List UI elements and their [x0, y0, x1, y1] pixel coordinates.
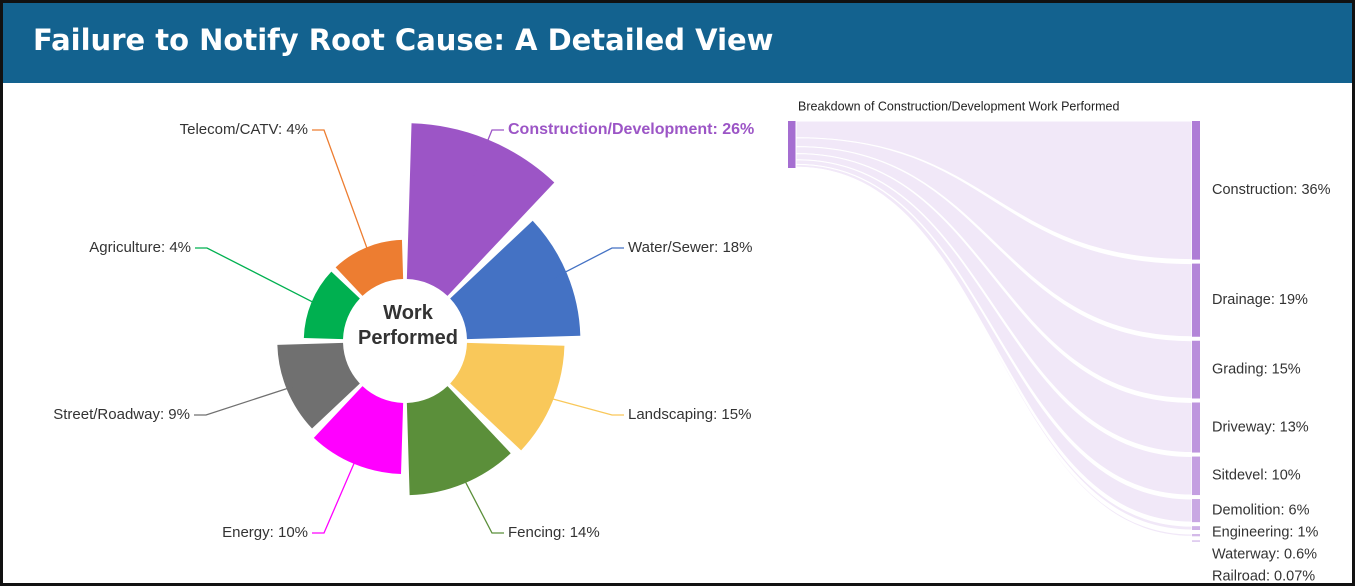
segment-label: Telecom/CATV: 4% — [180, 121, 308, 138]
sankey-target — [1192, 534, 1200, 537]
rose-segment — [277, 342, 360, 429]
segment-label: Water/Sewer: 18% — [628, 239, 753, 256]
charts: Construction/Development: 26% Water/Sewer… — [53, 99, 1331, 583]
sankey-target — [1192, 499, 1200, 523]
leader-line — [529, 392, 624, 416]
sankey-target — [1192, 526, 1200, 530]
header-title: Failure to Notify Root Cause: A Detailed… — [33, 23, 774, 57]
leader-line — [312, 447, 362, 534]
target-label: Construction: 36% — [1212, 182, 1331, 198]
sankey-target — [1192, 121, 1200, 260]
segment-label: Energy: 10% — [222, 524, 308, 541]
sankey-target — [1192, 340, 1200, 399]
center-label: Work Performed — [357, 302, 459, 349]
segment-label: Landscaping: 15% — [628, 406, 751, 423]
leader-line — [195, 247, 321, 307]
sankey-target — [1192, 540, 1200, 542]
segment-label: Street/Roadway: 9% — [53, 406, 190, 423]
segment-label: Fencing: 14% — [508, 524, 600, 541]
sankey-target — [1192, 456, 1200, 496]
segment-label: Construction/Development: 26% — [508, 121, 754, 138]
leader-line — [454, 461, 504, 534]
target-label: Sitdevel: 10% — [1212, 468, 1301, 484]
sankey-flow — [795, 120, 1193, 261]
target-label: Waterway: 0.6% — [1212, 546, 1317, 562]
rose-segment — [406, 123, 555, 296]
target-label: Driveway: 13% — [1212, 419, 1309, 435]
segment-label: Agriculture: 4% — [89, 239, 191, 256]
header: Failure to Notify Root Cause: A Detailed… — [3, 3, 1352, 83]
sankey-flow — [795, 137, 1193, 338]
leader-line — [194, 382, 303, 416]
rose-segment — [335, 239, 404, 296]
target-label: Demolition: 6% — [1212, 502, 1310, 518]
rose-segment — [406, 386, 511, 496]
sankey-target — [1192, 402, 1200, 453]
rose-segment — [313, 386, 404, 474]
rose-segment — [450, 342, 565, 451]
sankey-flow — [795, 167, 1193, 542]
target-label: Railroad: 0.07% — [1212, 568, 1315, 583]
leader-line — [312, 129, 371, 257]
sankey-target — [1192, 263, 1200, 337]
target-label: Drainage: 19% — [1212, 292, 1308, 308]
target-label: Engineering: 1% — [1212, 524, 1319, 540]
sankey-title: Breakdown of Construction/Development Wo… — [798, 99, 1119, 113]
leader-line — [472, 129, 504, 177]
target-label: Grading: 15% — [1212, 361, 1301, 377]
sankey-source — [788, 121, 796, 168]
rose-segment — [450, 220, 581, 340]
leader-line — [540, 247, 624, 286]
rose-segment — [303, 271, 360, 340]
